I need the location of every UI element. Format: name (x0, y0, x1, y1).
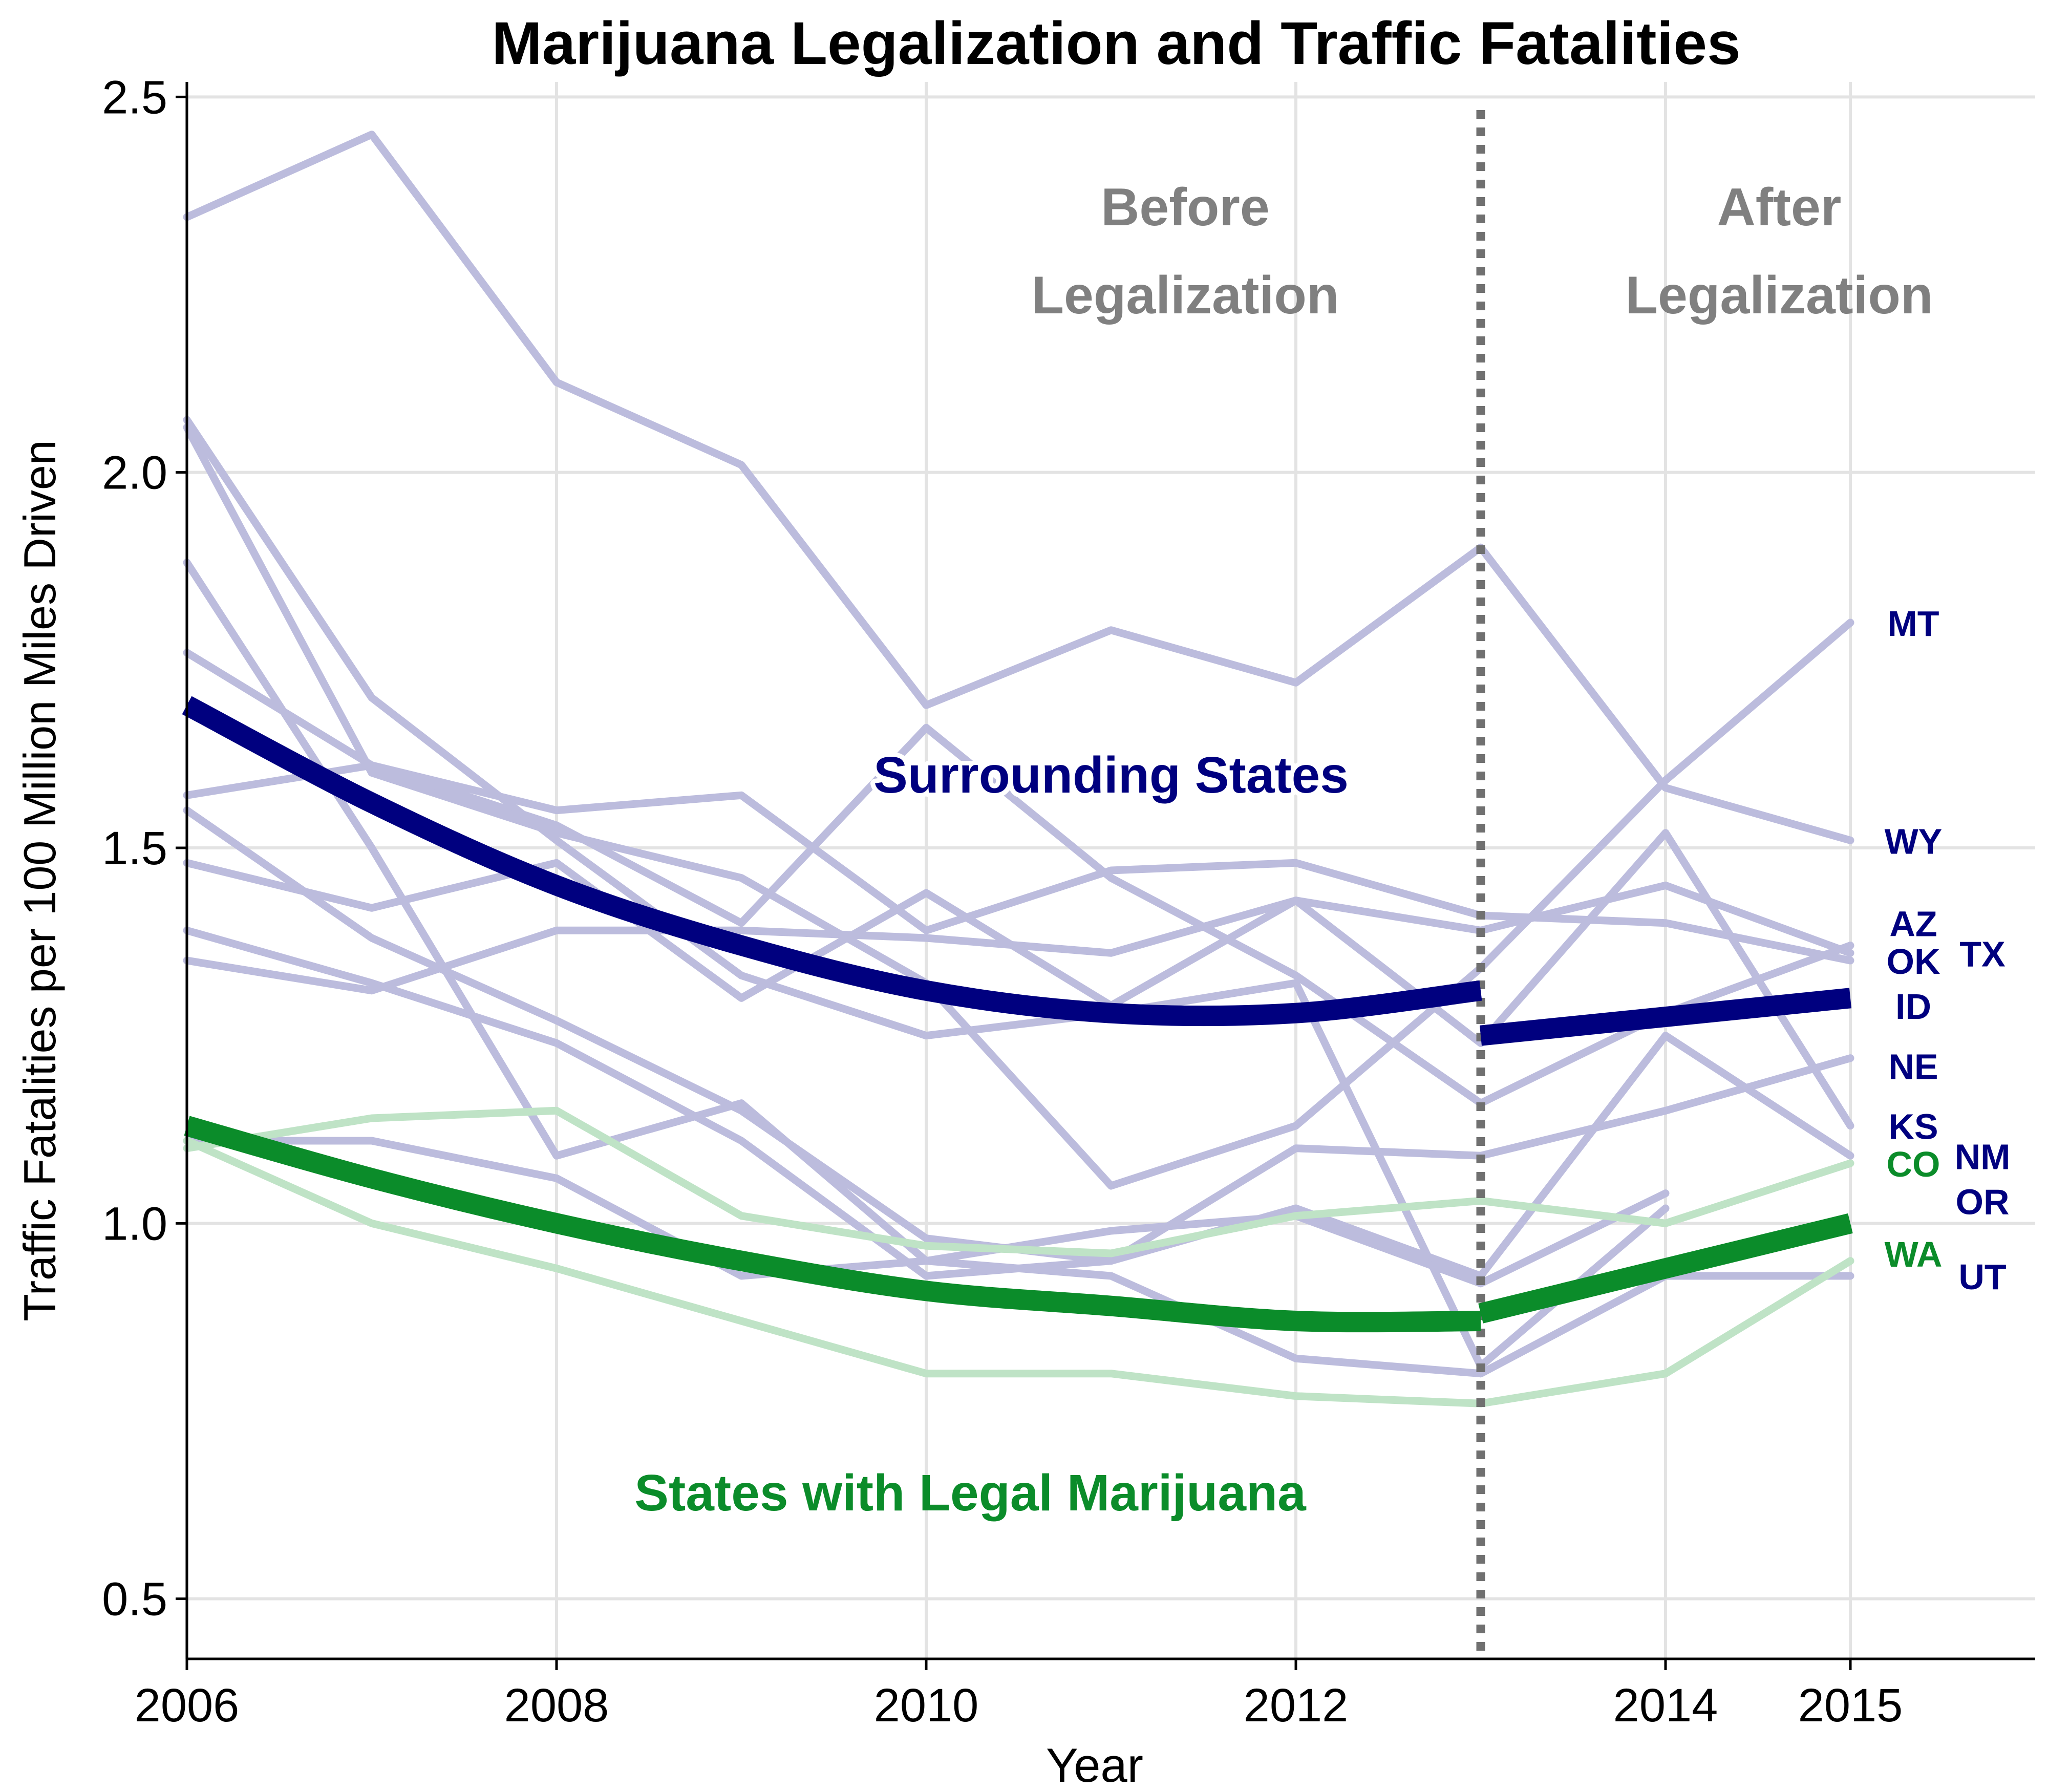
state-label-mt: MT (1887, 604, 1939, 644)
trend-legal-before (184, 1116, 1481, 1333)
state-line-ne-after (1477, 1032, 1854, 1280)
state-line-mt-before (183, 131, 1485, 709)
state-line-ks-before (183, 649, 1485, 1107)
state-line-tx-after (1477, 881, 1854, 957)
x-tick-label: 2010 (874, 1679, 979, 1732)
state-label-ks: KS (1888, 1107, 1938, 1147)
chart-title: Marijuana Legalization and Traffic Fatal… (492, 10, 1740, 77)
x-tick-label: 2012 (1244, 1679, 1349, 1732)
state-line-id-after (1477, 1054, 1854, 1160)
state-label-az: AZ (1889, 904, 1937, 944)
state-label-ne: NE (1888, 1047, 1938, 1086)
y-tick-label: 1.0 (102, 1198, 167, 1250)
state-label-tx: TX (1959, 934, 2006, 974)
trend-legal-after (1478, 1213, 1853, 1324)
state-line-id-before (183, 926, 1485, 1280)
period-label-before-line2: Legalization (1032, 266, 1339, 325)
state-label-ut: UT (1958, 1257, 2006, 1297)
state-label-wa: WA (1885, 1234, 1943, 1274)
trend-surrounding-after (1479, 988, 1852, 1046)
grid (185, 82, 2035, 1659)
period-label-before-line1: Before (1101, 178, 1269, 237)
state-label-or: OR (1956, 1182, 2010, 1222)
state-line-ut-after (1477, 1189, 1670, 1288)
state-label-nm: NM (1955, 1137, 2011, 1177)
period-label-after-line1: After (1717, 178, 1842, 237)
x-tick-label: 2008 (504, 1679, 609, 1732)
state-line-wa-after (1477, 1257, 1854, 1407)
state-line-co-before (183, 1106, 1485, 1257)
state-line-wy-after (1477, 618, 1854, 972)
state-label-id: ID (1895, 987, 1931, 1027)
surrounding-states-label: Surrounding States (873, 746, 1349, 804)
state-line-wa-before (183, 1137, 1485, 1407)
y-tick-label: 2.5 (102, 71, 167, 123)
trend-lines (182, 696, 1853, 1333)
y-tick-label: 1.5 (102, 822, 167, 874)
period-label-after-line2: Legalization (1626, 266, 1933, 325)
legal-states-label: States with Legal Marijuana (634, 1464, 1307, 1522)
axes: 0.5 1.0 1.5 2.0 2.5 2006 2008 2010 2012 2014 2015 (102, 71, 2035, 1732)
state-lines (183, 131, 1854, 1407)
trend-surrounding-before (182, 696, 1482, 1027)
y-tick-label: 2.0 (102, 447, 167, 499)
state-line-mt-after (1477, 543, 1854, 844)
x-tick-label: 2006 (135, 1679, 240, 1732)
x-axis-title: Year (1046, 1738, 1143, 1792)
state-label-wy: WY (1885, 821, 1943, 861)
x-tick-label: 2015 (1798, 1679, 1903, 1732)
state-line-nm-before (183, 416, 1485, 1370)
y-axis-title: Traffic Fatalities per 100 Million Miles… (14, 440, 65, 1321)
state-line-ok-after (1477, 829, 1854, 1130)
state-label-ok: OK (1887, 942, 1940, 982)
y-tick-label: 0.5 (102, 1573, 167, 1626)
state-label-co: CO (1887, 1144, 1940, 1184)
state-line-tx-before (183, 897, 1485, 995)
x-tick-label: 2014 (1613, 1679, 1718, 1732)
state-line-co-after (1477, 1159, 1854, 1227)
